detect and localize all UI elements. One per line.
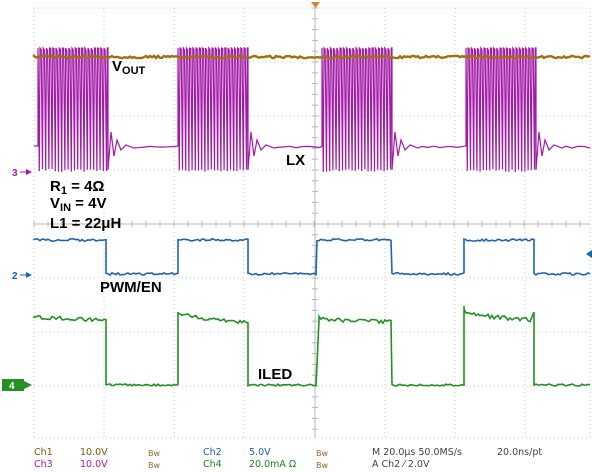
ch3-ground-marker: 3 — [12, 168, 32, 179]
vin-label: VIN = 4V — [50, 195, 107, 214]
footer-ch1-scale: 10.0V — [80, 447, 108, 458]
channel-marker-arrow — [26, 272, 32, 278]
channel-marker-number: 3 — [12, 168, 18, 179]
channel-marker-arrow — [24, 381, 32, 389]
pwm-en-waveform — [33, 237, 591, 277]
footer-ch3: Ch3 — [34, 459, 53, 470]
waveform-traces — [32, 45, 591, 387]
footer-ch2: Ch2 — [203, 447, 222, 458]
channel-marker-number: 4 — [9, 381, 15, 392]
channel-marker-number: 2 — [12, 271, 18, 282]
footer-ch4-bw: Bw — [316, 461, 329, 470]
r1-label: R1 = 4Ω — [50, 178, 105, 197]
lx-waveform — [34, 45, 591, 173]
footer-ch2-scale: 5.0V — [249, 447, 271, 458]
vout-label: VOUT — [112, 58, 146, 77]
channel-marker-box — [2, 379, 24, 391]
trigger-position-marker — [311, 2, 320, 8]
lx-label: LX — [286, 152, 306, 169]
right-reference-marker — [586, 250, 592, 258]
footer-ch2-bw: Bw — [316, 449, 329, 458]
vout-waveform — [32, 53, 591, 60]
footer-ch1: Ch1 — [34, 447, 53, 458]
footer-ch3-scale: 10.0V — [80, 459, 108, 470]
footer-ch3-bw: Bw — [148, 461, 161, 470]
footer-ch4-scale: 20.0mA Ω — [249, 459, 297, 470]
channel-marker-arrow — [26, 169, 32, 175]
footer-ch4: Ch4 — [203, 459, 222, 470]
iled-label: ILED — [258, 366, 293, 383]
graticule-grid — [33, 7, 591, 439]
footer-ch1-bw: Bw — [148, 449, 161, 458]
inductor-label: L1 = 22μH — [50, 215, 122, 232]
iled-waveform — [33, 306, 591, 387]
ch2-ground-marker: 2 — [12, 271, 32, 282]
footer-timebase: M 20.0μs 50.0MS/s — [372, 447, 462, 458]
footer-trigger: A Ch2 ⁄ 2.0V — [372, 459, 430, 470]
ch4-ground-marker: 4 — [2, 379, 32, 392]
pwm-en-label: PWM/EN — [100, 279, 162, 296]
footer-resolution: 20.0ns/pt — [497, 447, 543, 458]
channel-markers: 3 2 4 — [2, 2, 592, 392]
